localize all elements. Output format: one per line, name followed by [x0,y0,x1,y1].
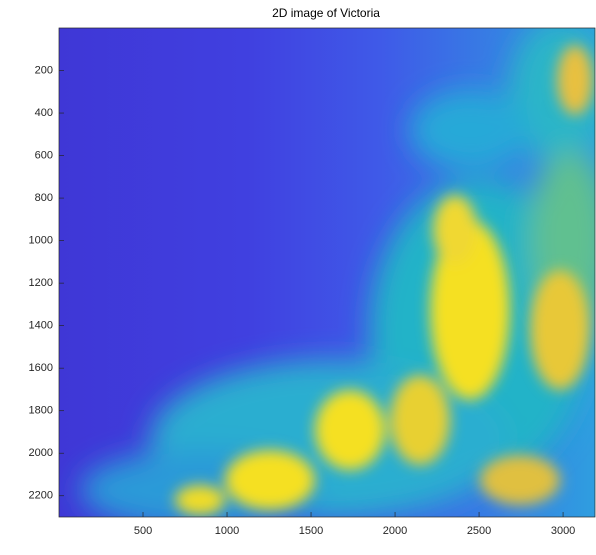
y-tick-label: 2000 [29,447,53,459]
y-tick-label: 600 [35,149,53,161]
y-tick-label: 800 [35,192,53,204]
y-tick-label: 1800 [29,405,53,417]
y-tick-label: 400 [35,107,53,119]
chart-title: 2D image of Victoria [272,6,380,20]
elevation-image [59,20,596,530]
y-tick-label: 1000 [29,235,53,247]
x-tick-label: 3000 [551,525,575,537]
x-tick-label: 1500 [299,525,323,537]
x-tick-label: 2500 [467,525,491,537]
chart: 2D image of Victoria 500 1000 1500 2000 2500… [0,0,596,555]
y-tick-label: 1600 [29,362,53,374]
y-tick-label: 200 [35,64,53,76]
x-tick-label: 1000 [215,525,239,537]
y-tick-label: 1200 [29,277,53,289]
x-tick-label: 2000 [383,525,407,537]
y-tick-label: 2200 [29,490,53,502]
x-tick-label: 500 [134,525,152,537]
y-tick-label: 1400 [29,320,53,332]
